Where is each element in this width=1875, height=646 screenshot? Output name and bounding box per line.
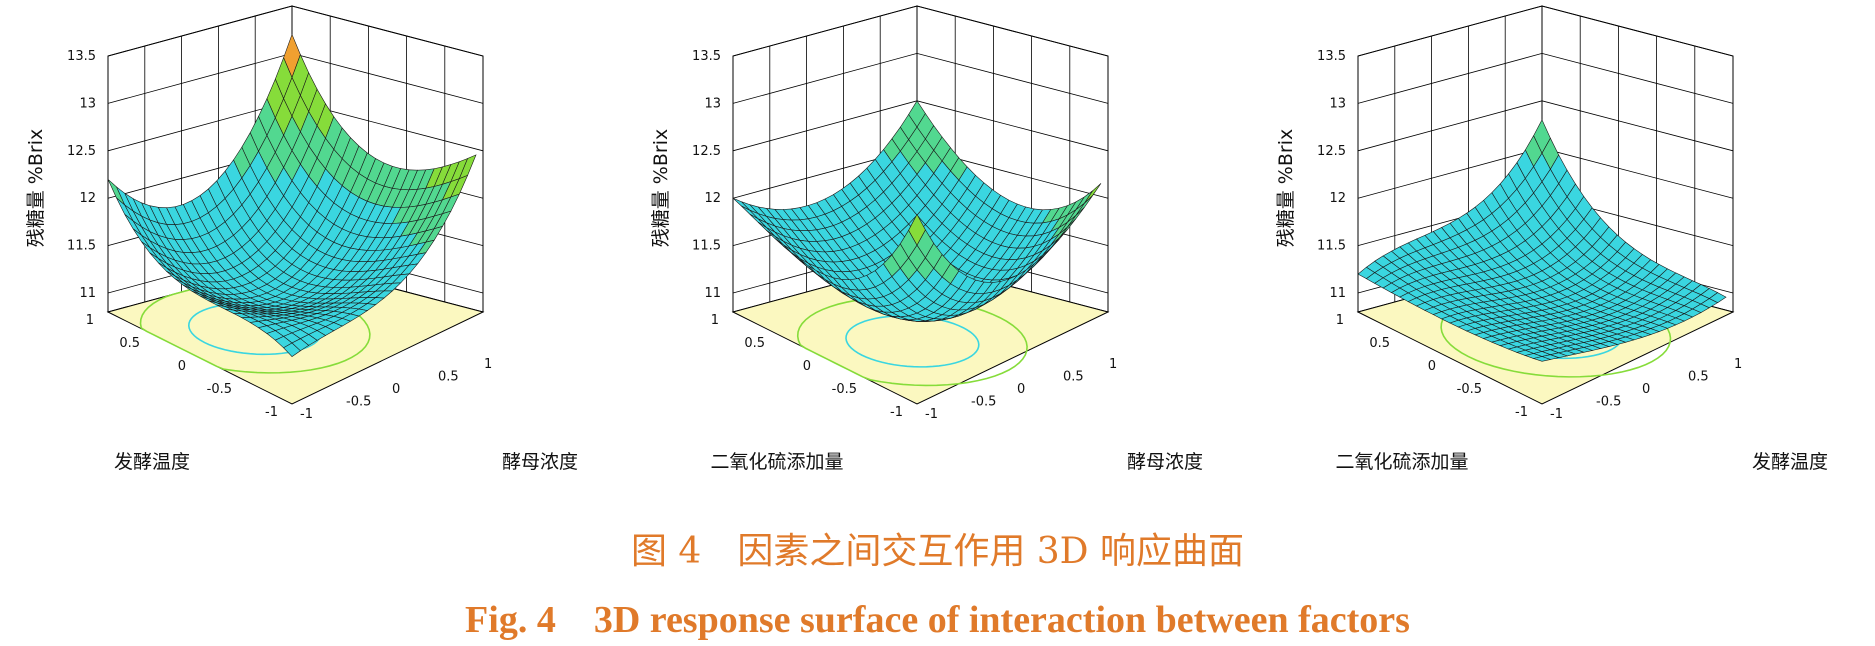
z-tick-label: 13 [1329, 96, 1346, 111]
x-tick-label: 0 [1642, 382, 1650, 397]
y-tick-label: -0.5 [1457, 382, 1482, 397]
y-ticks: -1 -0.5 0 0.5 1 [86, 313, 278, 420]
z-ticks: 11 11.5 12 12.5 13 13.5 [67, 49, 96, 301]
x-ticks: -1 -0.5 0 0.5 1 [925, 357, 1117, 422]
z-axis-label: 残糖量 %Brix [1275, 129, 1297, 247]
z-axis-label: 残糖量 %Brix [650, 129, 672, 247]
z-tick-label: 13 [704, 96, 721, 111]
z-tick-label: 12.5 [692, 144, 721, 159]
surface-chart-3: 11 11.5 12 12.5 13 13.5 -1 -0.5 0 0.5 1 -1 -0.5 0 0.5 1… [1275, 5, 1828, 473]
x-tick-label: 1 [1109, 357, 1117, 372]
z-axis-label: 残糖量 %Brix [25, 129, 47, 247]
x-axis-label: 酵母浓度 [502, 451, 578, 473]
x-tick-label: 0.5 [1063, 370, 1084, 385]
z-tick-label: 13.5 [692, 49, 721, 64]
z-tick-label: 11.5 [1317, 239, 1346, 254]
z-tick-label: 12 [704, 191, 721, 206]
y-tick-label: -1 [890, 405, 903, 420]
z-tick-label: 11.5 [67, 239, 96, 254]
y-tick-label: 0 [803, 359, 811, 374]
x-axis-label: 酵母浓度 [1127, 451, 1203, 473]
x-tick-label: -0.5 [346, 395, 371, 410]
y-tick-label: -0.5 [832, 382, 857, 397]
y-tick-label: 0 [1428, 359, 1436, 374]
z-tick-label: 11.5 [692, 239, 721, 254]
response-surface [107, 33, 477, 357]
x-tick-label: -1 [1550, 407, 1563, 422]
figure-caption-english: Fig. 4 3D response surface of interactio… [465, 599, 1410, 641]
x-tick-label: 1 [1734, 357, 1742, 372]
z-ticks: 11 11.5 12 12.5 13 13.5 [1317, 49, 1346, 301]
x-ticks: -1 -0.5 0 0.5 1 [1550, 357, 1742, 422]
x-tick-label: -0.5 [1596, 395, 1621, 410]
x-tick-label: 1 [484, 357, 492, 372]
x-tick-label: 0.5 [1688, 370, 1709, 385]
z-tick-label: 13 [79, 96, 96, 111]
y-tick-label: 1 [1336, 313, 1344, 328]
surface-panel-3: 11 11.5 12 12.5 13 13.5 -1 -0.5 0 0.5 1 -1 -0.5 0 0.5 1… [1250, 0, 1875, 500]
y-tick-label: -1 [1515, 405, 1528, 420]
y-ticks: -1 -0.5 0 0.5 1 [1336, 313, 1528, 420]
surface-chart-1: 11 11.5 12 12.5 13 13.5 -1 -0.5 0 0.5 1 -1 -0.5 0 0.5 1… [25, 5, 578, 473]
y-tick-label: 0.5 [1369, 336, 1390, 351]
surface-panel-1: 11 11.5 12 12.5 13 13.5 -1 -0.5 0 0.5 1 -1 -0.5 0 0.5 1… [0, 0, 625, 500]
y-axis-label: 二氧化硫添加量 [710, 451, 843, 473]
x-tick-label: 0 [1017, 382, 1025, 397]
z-tick-label: 11 [704, 286, 721, 301]
y-tick-label: -1 [265, 405, 278, 420]
z-tick-label: 12 [79, 191, 96, 206]
z-tick-label: 11 [1329, 286, 1346, 301]
y-tick-label: 0 [178, 359, 186, 374]
wall-grid [1357, 5, 1734, 302]
x-tick-label: -1 [925, 407, 938, 422]
x-tick-label: 0.5 [438, 370, 459, 385]
response-surface [732, 100, 1102, 322]
y-ticks: -1 -0.5 0 0.5 1 [711, 313, 903, 420]
y-axis-label: 发酵温度 [114, 451, 190, 473]
z-tick-label: 12.5 [1317, 144, 1346, 159]
z-tick-label: 12.5 [67, 144, 96, 159]
y-axis-label: 二氧化硫添加量 [1335, 451, 1468, 473]
x-ticks: -1 -0.5 0 0.5 1 [300, 357, 492, 422]
x-tick-label: -1 [300, 407, 313, 422]
z-tick-label: 12 [1329, 191, 1346, 206]
figure-panels: 11 11.5 12 12.5 13 13.5 -1 -0.5 0 0.5 1 -1 -0.5 0 0.5 1… [0, 0, 1875, 500]
z-ticks: 11 11.5 12 12.5 13 13.5 [692, 49, 721, 301]
figure-caption-chinese: 图 4 因素之间交互作用 3D 响应曲面 [630, 531, 1244, 572]
z-tick-label: 13.5 [67, 49, 96, 64]
y-tick-label: -0.5 [207, 382, 232, 397]
surface-panel-2: 11 11.5 12 12.5 13 13.5 -1 -0.5 0 0.5 1 -1 -0.5 0 0.5 1… [625, 0, 1250, 500]
z-tick-label: 13.5 [1317, 49, 1346, 64]
y-tick-label: 0.5 [744, 336, 765, 351]
x-axis-label: 发酵温度 [1752, 451, 1828, 473]
y-tick-label: 0.5 [119, 336, 140, 351]
z-tick-label: 11 [79, 286, 96, 301]
x-tick-label: -0.5 [971, 395, 996, 410]
surface-chart-2: 11 11.5 12 12.5 13 13.5 -1 -0.5 0 0.5 1 -1 -0.5 0 0.5 1… [650, 5, 1203, 473]
response-surface [1357, 119, 1727, 362]
y-tick-label: 1 [86, 313, 94, 328]
y-tick-label: 1 [711, 313, 719, 328]
x-tick-label: 0 [392, 382, 400, 397]
